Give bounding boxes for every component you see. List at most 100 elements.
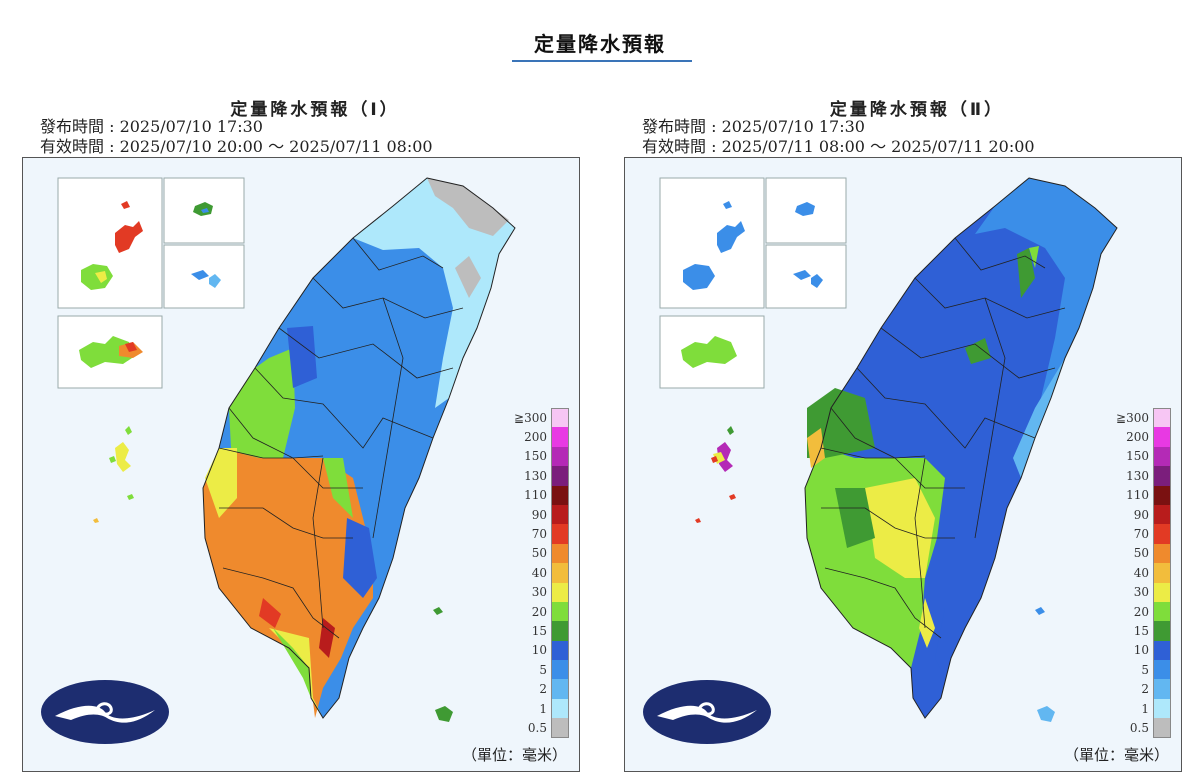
taiwan-island <box>804 177 1118 719</box>
legend-value: 2 <box>1141 682 1149 697</box>
legend-entry: 20 <box>1115 601 1171 622</box>
legend-swatch <box>551 524 569 544</box>
legend-swatch <box>551 427 569 447</box>
unit-label: （單位：毫米） <box>1063 746 1169 764</box>
legend-value: 150 <box>1126 449 1149 464</box>
legend-entry: 2 <box>513 679 569 699</box>
legend-swatch <box>1153 485 1171 505</box>
page-title: 定量降水預報 <box>534 32 666 56</box>
issue-time: 發布時間 : 2025/07/10 17:30 <box>642 117 865 136</box>
legend-value: 70 <box>1133 527 1149 542</box>
legend-swatch <box>551 485 569 505</box>
green-island <box>433 607 443 615</box>
legend-entry: 50 <box>1115 543 1171 564</box>
legend-value: 10 <box>531 643 547 658</box>
legend-entry: 90 <box>1115 504 1171 525</box>
forecast-panel-2: 定量降水預報（Ⅱ） 發布時間 : 2025/07/10 17:30 有效時間 :… <box>624 95 1190 780</box>
rainfall-legend: ≧300 200 150 130 110 90 70 50 40 30 20 15 10 5 2 1 0.5 <box>1115 408 1171 738</box>
rainfall-legend: ≧300 200 150 130 110 90 70 50 40 30 20 15 10 5 2 1 0.5 <box>513 408 569 738</box>
legend-value: ≧300 <box>1116 410 1149 425</box>
legend-entry: 150 <box>1115 446 1171 467</box>
legend-value: 50 <box>1133 546 1149 561</box>
legend-entry: 5 <box>1115 660 1171 680</box>
island-insets <box>659 177 847 389</box>
rainfall-map[interactable]: ≧300 200 150 130 110 90 70 50 40 30 20 15 10 5 2 1 0.5 （… <box>22 157 580 772</box>
legend-entry: 110 <box>513 485 569 505</box>
legend-entry: 15 <box>1115 621 1171 641</box>
matsu-island <box>717 221 745 253</box>
legend-entry: 30 <box>513 582 569 602</box>
legend-value: 0.5 <box>527 720 547 735</box>
legend-swatch <box>1153 524 1171 544</box>
legend-swatch <box>1153 582 1171 602</box>
legend-swatch <box>1153 698 1171 719</box>
forecast-panel-1: 定量降水預報（Ⅰ） 發布時間 : 2025/07/10 17:30 有效時間 :… <box>22 95 588 780</box>
cwa-logo <box>643 680 771 744</box>
legend-value: 2 <box>539 682 547 697</box>
issue-time: 發布時間 : 2025/07/10 17:30 <box>40 117 263 136</box>
legend-entry: 0.5 <box>513 718 569 738</box>
rainfall-map[interactable]: ≧300 200 150 130 110 90 70 50 40 30 20 15 10 5 2 1 0.5 （… <box>624 157 1182 772</box>
legend-entry: 15 <box>513 621 569 641</box>
legend-swatch <box>551 660 569 680</box>
legend-entry: 10 <box>513 640 569 661</box>
legend-entry: 0.5 <box>1115 718 1171 738</box>
legend-entry: 30 <box>1115 582 1171 602</box>
penghu-islands <box>695 426 736 523</box>
legend-value: 90 <box>531 507 547 522</box>
legend-value: 70 <box>531 527 547 542</box>
legend-entry: 1 <box>1115 698 1171 719</box>
matsu-island <box>115 221 143 253</box>
legend-value: 1 <box>539 701 547 716</box>
legend-value: 15 <box>1133 623 1149 638</box>
unit-label: （單位：毫米） <box>461 746 567 764</box>
legend-value: 90 <box>1133 507 1149 522</box>
legend-value: 20 <box>531 604 547 619</box>
legend-swatch <box>551 563 569 583</box>
legend-value: 110 <box>524 488 547 503</box>
legend-entry: 70 <box>1115 524 1171 544</box>
legend-entry: 200 <box>513 427 569 447</box>
legend-entry: 20 <box>513 601 569 622</box>
legend-swatch <box>551 408 569 428</box>
legend-swatch <box>1153 408 1171 428</box>
legend-entry: 150 <box>513 446 569 467</box>
legend-swatch <box>551 679 569 699</box>
legend-entry: ≧300 <box>513 408 569 428</box>
taiwan-island <box>202 177 516 719</box>
green-island <box>1035 607 1045 615</box>
legend-entry: 200 <box>1115 427 1171 447</box>
legend-entry: 70 <box>513 524 569 544</box>
legend-swatch <box>551 718 569 738</box>
legend-swatch <box>551 640 569 661</box>
legend-swatch <box>1153 660 1171 680</box>
legend-swatch <box>551 601 569 622</box>
legend-value: 40 <box>1133 565 1149 580</box>
legend-value: 5 <box>1141 662 1149 677</box>
legend-entry: 40 <box>1115 563 1171 583</box>
title-underline <box>512 60 692 62</box>
legend-value: 15 <box>531 623 547 638</box>
legend-entry: 40 <box>513 563 569 583</box>
cwa-logo <box>41 680 169 744</box>
legend-value: 30 <box>1133 585 1149 600</box>
panel-title: 定量降水預報（Ⅱ） <box>829 100 1005 120</box>
legend-swatch <box>551 582 569 602</box>
orchid-island <box>1037 706 1055 722</box>
penghu-islands <box>93 426 134 523</box>
legend-swatch <box>551 446 569 467</box>
legend-swatch <box>1153 601 1171 622</box>
legend-value: 30 <box>531 585 547 600</box>
legend-value: 20 <box>1133 604 1149 619</box>
legend-entry: 10 <box>1115 640 1171 661</box>
legend-entry: 50 <box>513 543 569 564</box>
legend-swatch <box>1153 621 1171 641</box>
orchid-island <box>435 706 453 722</box>
legend-swatch <box>1153 504 1171 525</box>
legend-entry: 2 <box>1115 679 1171 699</box>
legend-swatch <box>551 466 569 486</box>
legend-swatch <box>551 504 569 525</box>
legend-entry: 1 <box>513 698 569 719</box>
legend-value: 130 <box>1126 468 1149 483</box>
legend-value: 110 <box>1126 488 1149 503</box>
